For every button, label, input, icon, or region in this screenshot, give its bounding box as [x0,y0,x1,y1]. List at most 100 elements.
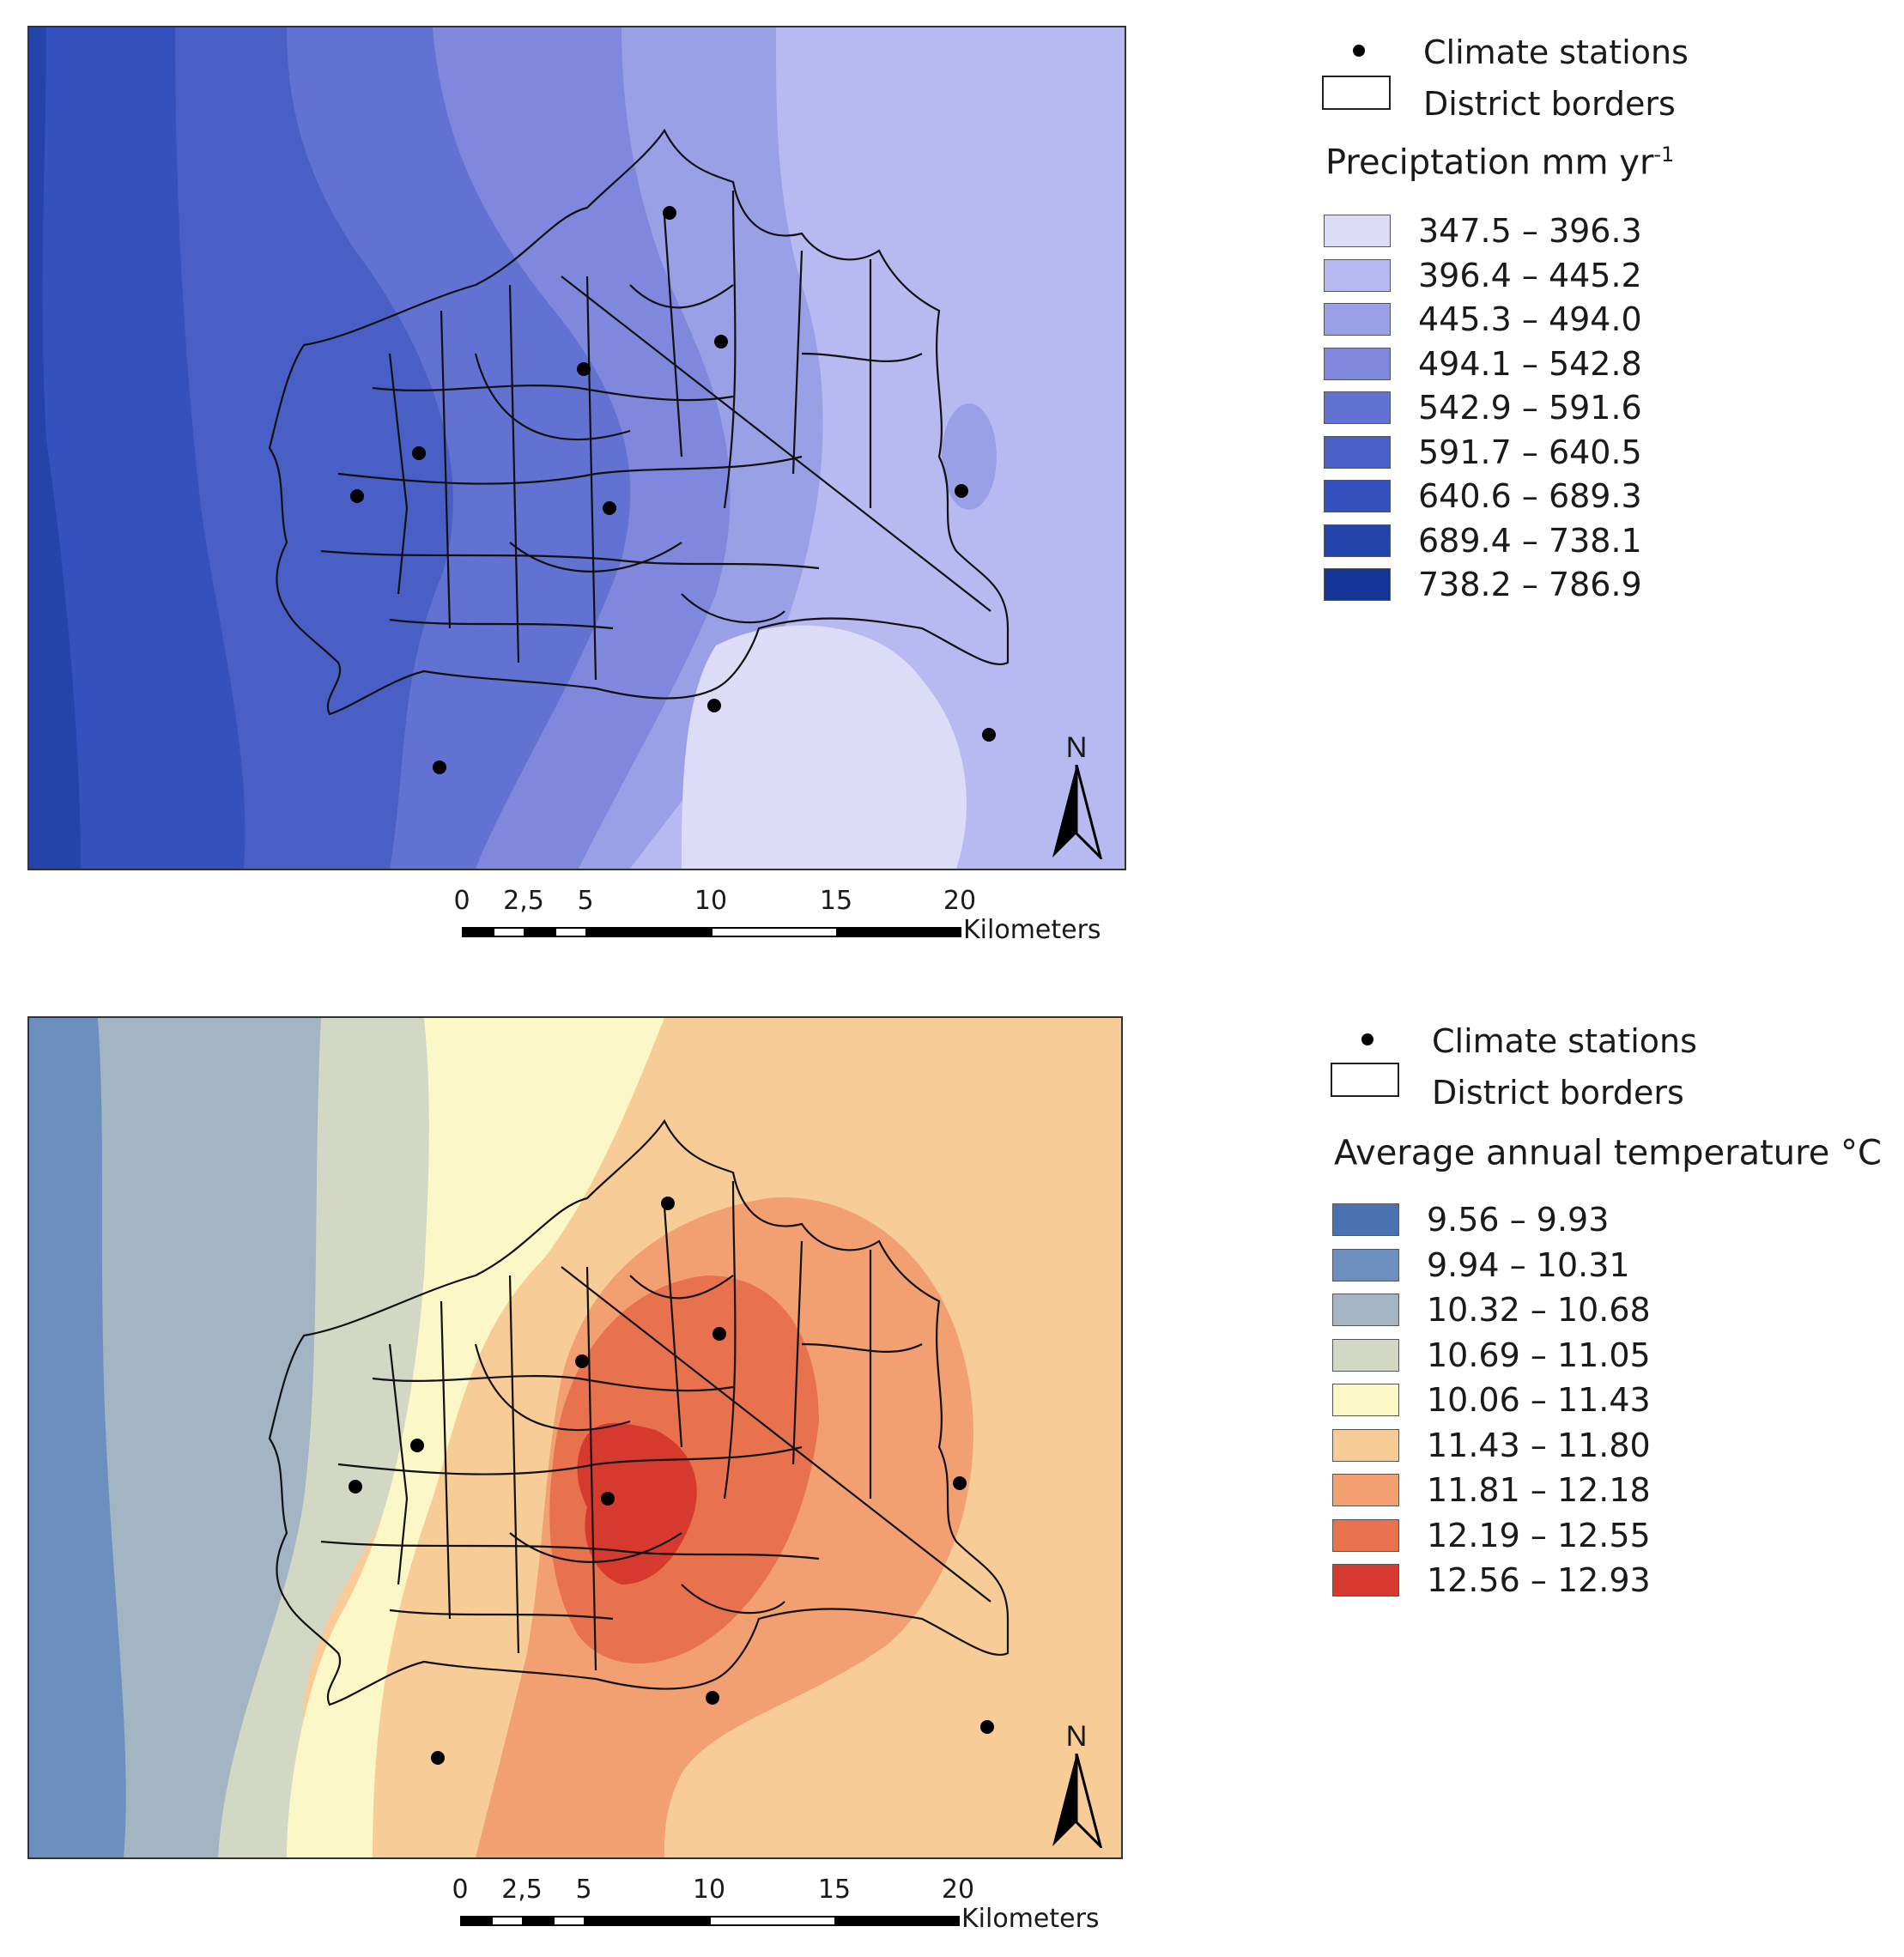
legend-class-label: 11.81 – 12.18 [1427,1471,1651,1509]
temperature-scalebar: 0 2,5 5 10 15 20 Kilometers [452,1875,1111,1934]
precip-zone-1 [630,27,1125,869]
district-borders [268,128,1010,716]
climate-station-points [349,1197,994,1765]
climate-station [707,699,721,712]
scale-tick: 0 [453,886,470,916]
legend-swatch [1332,1474,1399,1506]
legend-swatch [1332,1294,1399,1326]
climate-station [577,362,591,376]
legend-class-label: 12.56 – 12.93 [1427,1561,1651,1599]
legend-class-label: 396.4 – 445.2 [1418,256,1642,294]
legend-borders-label: District borders [1432,1074,1684,1112]
station-symbol [1353,45,1365,57]
district-border-symbol [1331,1063,1399,1097]
district-border-symbol [1322,76,1391,110]
scale-tick: 20 [943,886,977,916]
climate-station [350,489,364,503]
legend-class-label: 9.56 – 9.93 [1427,1201,1610,1239]
climate-station [349,1480,362,1494]
scale-tick: 10 [694,886,728,916]
legend-swatch [1324,435,1391,469]
north-arrow: N [1051,1720,1102,1848]
scale-tick: 0 [452,1875,469,1905]
legend-class-label: 347.5 – 396.3 [1418,212,1642,250]
legend-class-label: 591.7 – 640.5 [1418,433,1642,471]
legend-swatch [1324,347,1391,380]
legend-class-label: 542.9 – 591.6 [1418,389,1642,427]
legend-swatch [1332,1518,1399,1552]
legend-swatch [1324,568,1391,601]
climate-station [433,760,446,774]
station-symbol [1361,1033,1373,1045]
climate-station [706,1691,719,1705]
climate-station-points [350,206,996,774]
scale-tick: 10 [692,1875,726,1905]
climate-station [661,1197,675,1210]
legend-title-text: Preciptation mm yr [1325,142,1654,183]
climate-station [980,1720,994,1734]
legend-title-exponent: -1 [1653,142,1675,167]
scale-tick: 2,5 [503,886,544,916]
legend-swatch [1324,303,1391,336]
temp-zone-2 [98,1018,330,1857]
precipitation-map-canvas [29,27,1125,869]
scale-unit: Kilometers [961,1904,1100,1934]
legend-class-label: 9.94 – 10.31 [1427,1245,1630,1284]
climate-station [663,206,676,220]
legend-swatch [1324,258,1391,292]
climate-station [982,728,996,742]
climate-station [955,484,968,498]
legend-title: Preciptation mm yr-1 [1325,144,1674,179]
legend-class-label: 10.06 – 11.43 [1427,1381,1651,1419]
legend-class-label: 10.32 – 10.68 [1427,1291,1651,1329]
legend-swatch [1332,1203,1399,1236]
climate-station [712,1327,726,1341]
legend-class-label: 640.6 – 689.3 [1418,477,1642,515]
precipitation-map[interactable]: N [27,26,1126,870]
legend-class-label: 445.3 – 494.0 [1418,300,1642,338]
legend-swatch [1332,1564,1399,1596]
legend-swatch [1324,524,1391,557]
legend-class-label: 494.1 – 542.8 [1418,344,1642,383]
north-arrow-icon [1052,1754,1102,1848]
legend-stations-label: Climate stations [1432,1022,1697,1060]
scale-tick: 20 [941,1875,975,1905]
climate-station [714,335,728,348]
precipitation-legend: Climate stations District borders Precip… [1322,34,1871,618]
legend-swatch [1332,1428,1399,1462]
scale-tick: 5 [577,886,594,916]
scale-tick: 5 [575,1875,592,1905]
scale-tick: 2,5 [501,1875,543,1905]
legend-swatch [1332,1384,1399,1416]
climate-station [410,1439,424,1452]
north-label: N [1065,1720,1088,1753]
climate-station [603,501,616,515]
legend-class-label: 738.2 – 786.9 [1418,566,1642,603]
temperature-map[interactable]: N [27,1016,1123,1859]
scale-tick: 15 [819,886,853,916]
scale-tick: 15 [817,1875,852,1905]
precip-zone-0 [682,625,967,869]
legend-swatch [1332,1338,1399,1372]
legend-stations-label: Climate stations [1423,33,1689,71]
legend-class-label: 12.19 – 12.55 [1427,1516,1651,1554]
temp-zone-1 [29,1018,136,1857]
climate-station [412,446,426,460]
climate-station [431,1751,445,1765]
north-arrow: N [1051,731,1102,859]
district-borders [268,1118,1010,1706]
precip-scalebar: 0 2,5 5 10 15 20 Kilometers [453,886,1113,945]
legend-swatch [1332,1248,1399,1281]
north-arrow-icon [1052,765,1102,859]
legend-class-label: 689.4 – 738.1 [1418,521,1642,560]
climate-station [601,1492,615,1506]
legend-class-label: 11.43 – 11.80 [1427,1426,1651,1464]
legend-title: Average annual temperature °C [1334,1135,1882,1170]
legend-borders-label: District borders [1423,85,1676,123]
legend-swatch [1324,215,1391,247]
temperature-map-canvas [29,1018,1121,1857]
legend-title-text: Average annual temperature °C [1334,1133,1882,1173]
legend-swatch [1324,480,1391,512]
temperature-legend: Climate stations District borders Averag… [1331,1021,1889,1622]
legend-swatch [1324,391,1391,424]
